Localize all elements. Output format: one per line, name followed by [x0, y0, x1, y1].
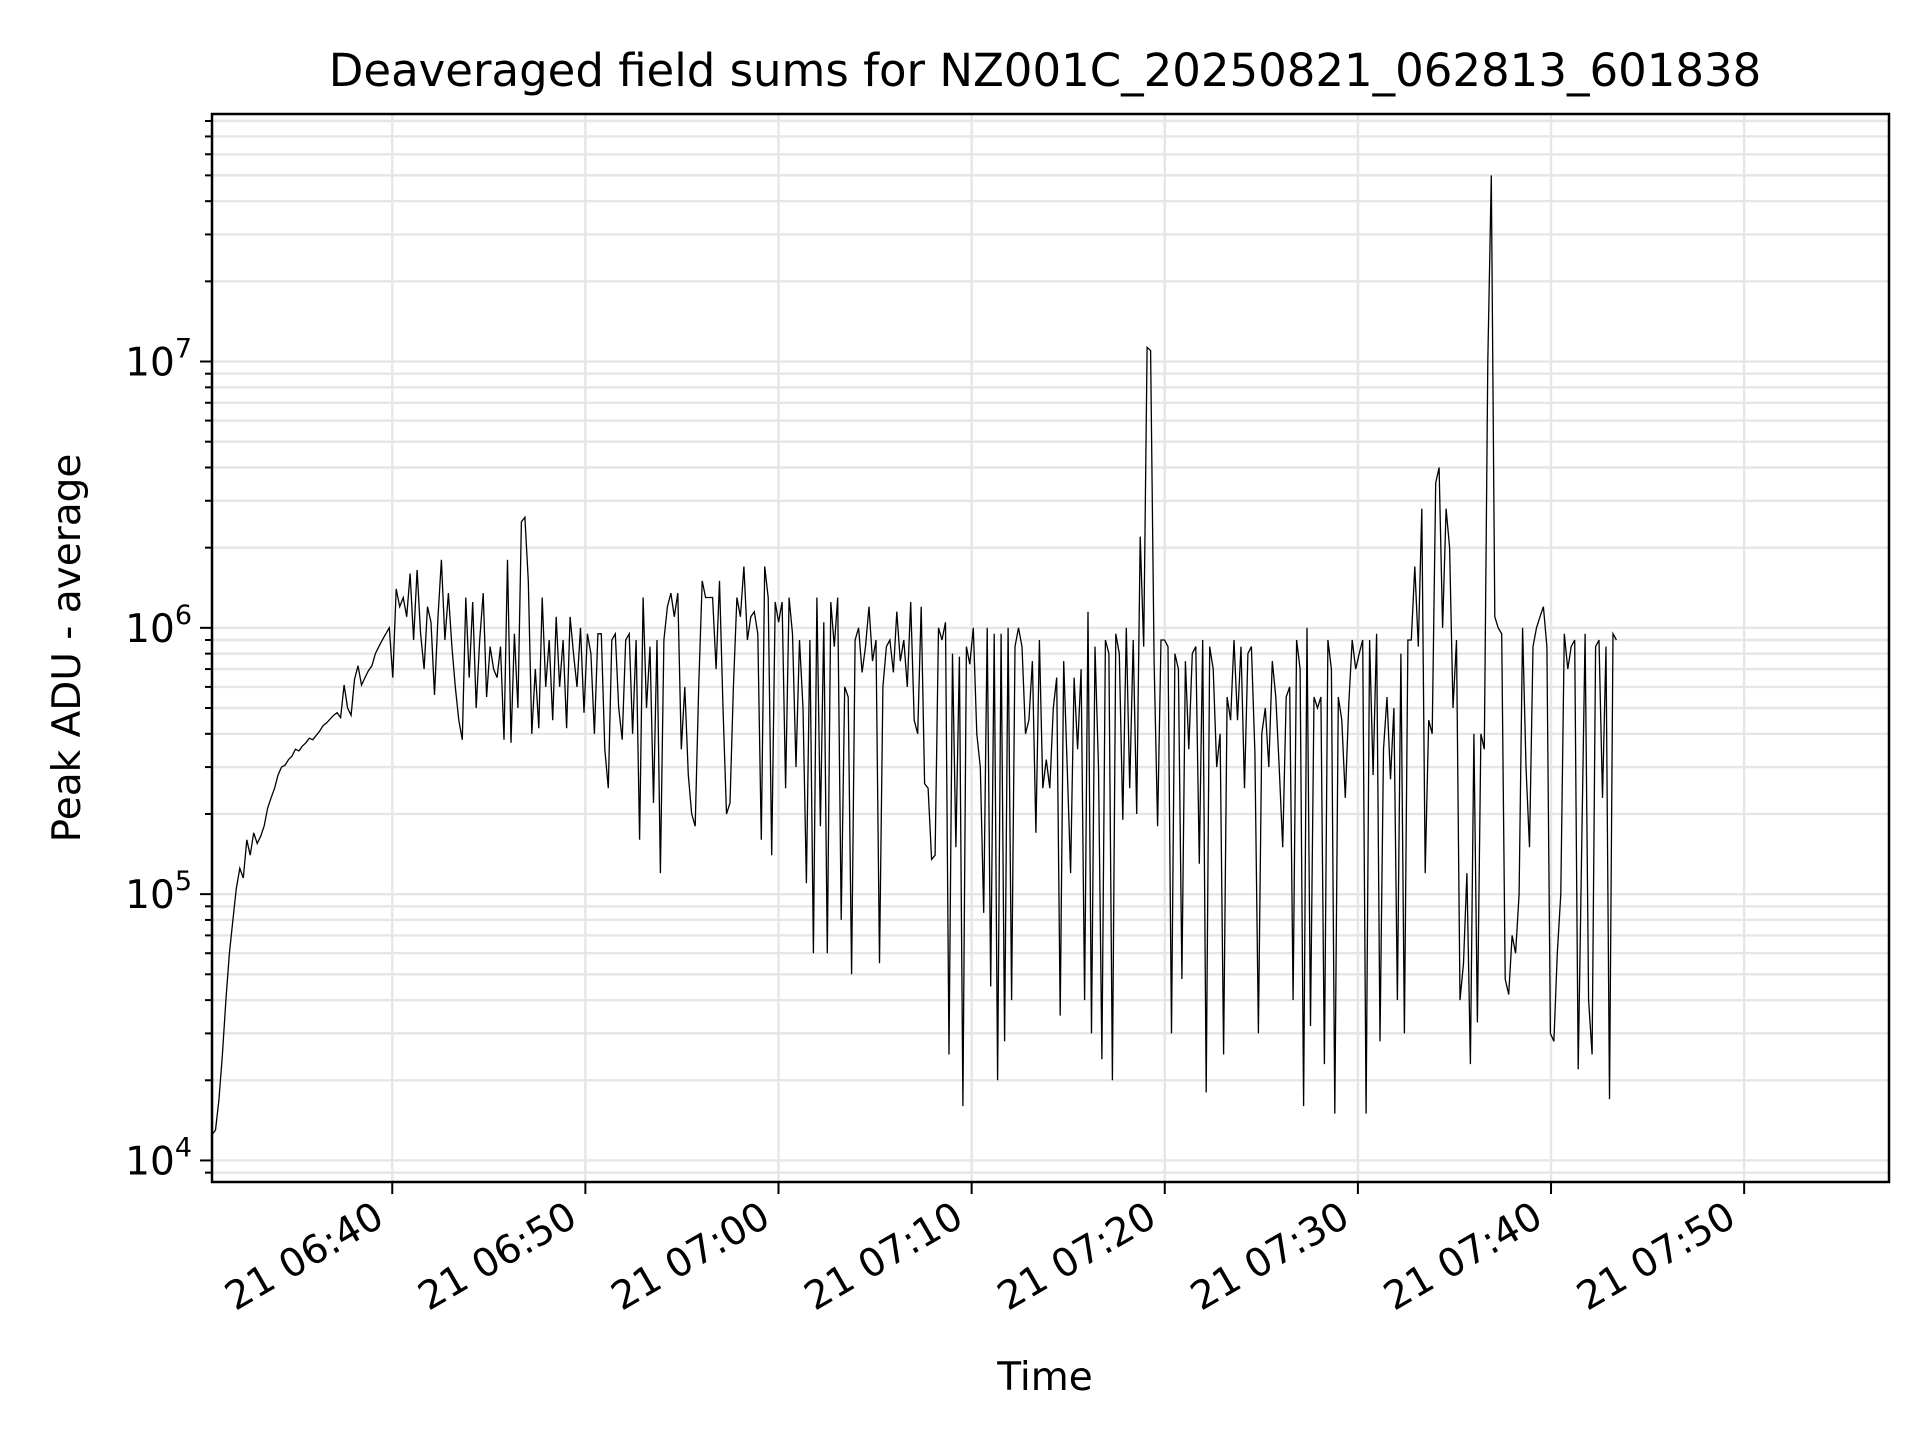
y-axis-label: Peak ADU - average [45, 454, 90, 843]
chart-title: Deaveraged field sums for NZ001C_2025082… [329, 44, 1761, 97]
y-tick-label: 104 [125, 1132, 192, 1184]
plot-area-frame [210, 112, 1891, 1184]
y-tick-label: 107 [125, 334, 192, 386]
y-tick-label: 105 [125, 866, 192, 918]
series-line [211, 175, 1617, 1135]
y-axis-ticks: 104 105 106 107 [125, 120, 212, 1184]
x-axis-label: Time [996, 1355, 1092, 1400]
major-gridlines [212, 114, 1889, 1182]
y-tick-label: 106 [125, 600, 192, 652]
